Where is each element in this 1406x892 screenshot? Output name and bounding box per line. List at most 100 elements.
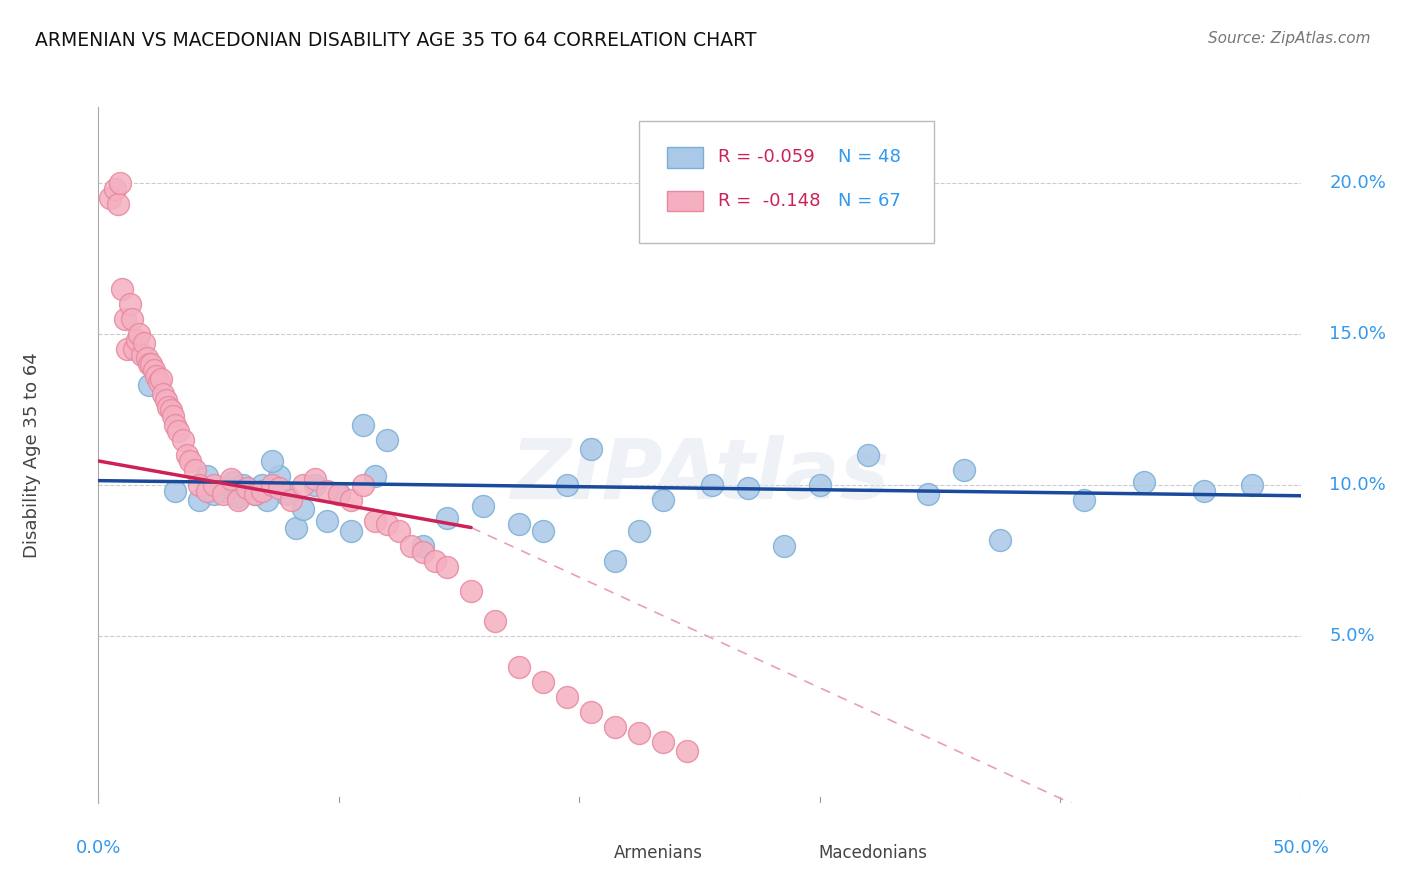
Point [226,490,249,504]
Point [236,481,259,495]
Point [399,539,422,553]
FancyBboxPatch shape [666,191,703,211]
Point [423,554,446,568]
Point [195,484,218,499]
Point [284,520,307,534]
Point [250,478,273,492]
FancyBboxPatch shape [666,146,703,168]
Point [202,487,225,501]
Point [628,726,651,740]
Point [243,487,266,501]
Text: 50.0%: 50.0% [1272,839,1329,857]
Point [149,372,172,386]
Point [226,493,249,508]
Point [315,484,337,499]
Point [179,454,201,468]
FancyBboxPatch shape [640,121,934,243]
Text: Source: ZipAtlas.com: Source: ZipAtlas.com [1208,31,1371,46]
Point [260,454,283,468]
Point [142,363,165,377]
Point [340,524,363,538]
FancyBboxPatch shape [574,846,600,861]
Point [364,469,387,483]
Point [128,326,150,341]
Point [121,311,143,326]
Point [274,487,297,501]
Point [260,478,283,492]
Point [700,478,723,492]
Point [436,559,458,574]
Point [148,376,170,390]
Text: N = 48: N = 48 [838,148,901,166]
Point [165,417,187,432]
Point [652,493,675,508]
Point [581,705,603,719]
Point [104,182,127,196]
Point [280,493,302,508]
Text: 5.0%: 5.0% [1330,627,1375,646]
Point [1241,478,1264,492]
Point [460,584,482,599]
Point [328,487,350,501]
Point [917,487,939,501]
Point [117,342,139,356]
Point [118,296,141,310]
Point [375,517,398,532]
Point [605,720,627,734]
Point [1073,493,1095,508]
Point [162,409,184,423]
Point [166,424,188,438]
Point [605,554,627,568]
Text: 0.0%: 0.0% [76,839,121,857]
Point [436,511,458,525]
Point [236,481,259,495]
Point [531,524,554,538]
Text: 15.0%: 15.0% [1330,325,1386,343]
Point [267,481,290,495]
Point [195,469,218,483]
Point [157,400,180,414]
Point [737,481,759,495]
Point [304,478,326,492]
Text: 20.0%: 20.0% [1330,174,1386,192]
Point [364,515,387,529]
Point [125,333,148,347]
Point [340,493,363,508]
Point [152,387,174,401]
Point [772,539,794,553]
Text: Armenians: Armenians [614,844,703,862]
Point [108,176,131,190]
Point [988,533,1011,547]
Point [531,674,554,689]
Point [183,463,205,477]
Point [107,197,129,211]
Point [188,478,211,492]
Point [291,478,314,492]
FancyBboxPatch shape [778,846,804,861]
Point [412,545,434,559]
Point [145,369,167,384]
Point [212,487,235,501]
Point [232,478,254,492]
Point [388,524,411,538]
Point [165,484,187,499]
Text: R =  -0.148: R = -0.148 [717,192,820,210]
Point [555,478,578,492]
Point [141,357,163,371]
Point [188,493,211,508]
Point [291,502,314,516]
Point [508,659,530,673]
Point [100,191,122,205]
Text: 10.0%: 10.0% [1330,476,1386,494]
Point [375,433,398,447]
Point [132,336,155,351]
Point [138,378,160,392]
Point [176,448,198,462]
Point [256,493,278,508]
Point [219,472,242,486]
Point [243,487,266,501]
Point [953,463,976,477]
Point [111,281,134,295]
Point [315,515,337,529]
Point [328,487,350,501]
